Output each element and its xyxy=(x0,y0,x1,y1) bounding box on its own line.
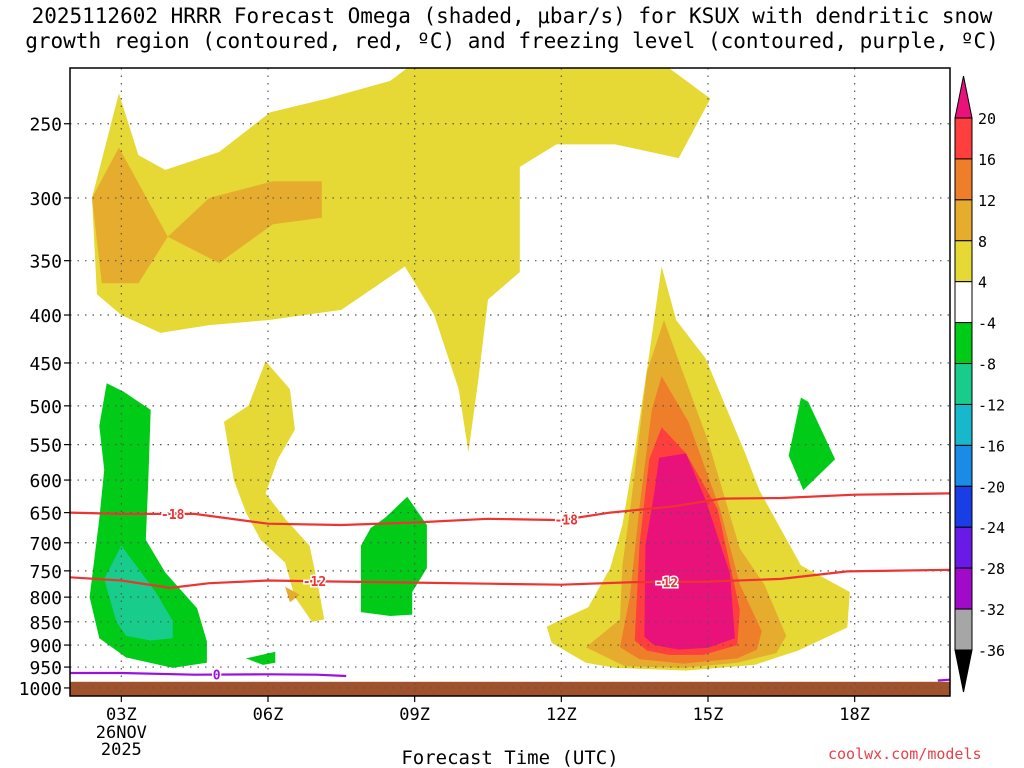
omega-region-0 xyxy=(92,68,711,452)
contour-label--18: -18 xyxy=(161,508,185,523)
y-tick-label-1000: 1000 xyxy=(19,679,62,700)
colorbar-label--24: -24 xyxy=(978,519,1005,537)
colorbar-label--20: -20 xyxy=(978,478,1005,496)
contour-label-0: 0 xyxy=(213,669,221,684)
site-credit: coolwx.com/models xyxy=(828,745,982,763)
colorbar-segment-2 xyxy=(954,199,973,242)
x-tick-label-12Z: 12Z xyxy=(546,705,577,725)
temperature-contours: -18 -18 -12 -12 0 xyxy=(70,492,950,685)
plot-frame xyxy=(69,67,951,697)
x-axis-title: Forecast Time (UTC) xyxy=(401,747,618,768)
y-tick-label-450: 450 xyxy=(29,354,62,375)
contour-label--18: -18 xyxy=(554,513,578,528)
contour-label--12: -12 xyxy=(303,575,326,590)
y-tick-label-850: 850 xyxy=(29,613,62,634)
y-tick-label-750: 750 xyxy=(29,562,62,583)
omega-region-3 xyxy=(92,147,168,284)
x-tick-label-09Z: 09Z xyxy=(399,705,430,725)
y-tick-label-500: 500 xyxy=(29,397,62,418)
omega-region-1 xyxy=(224,361,325,622)
y-tick-label-250: 250 xyxy=(29,115,62,136)
omega-region-9 xyxy=(644,453,735,650)
colorbar-segment-12 xyxy=(954,608,973,651)
colorbar-segment-6 xyxy=(954,363,973,405)
omega-region-5 xyxy=(285,586,300,603)
colorbar-label--8: -8 xyxy=(978,356,996,374)
colorbar-segment-8 xyxy=(954,444,973,487)
omega-region-12 xyxy=(246,651,276,665)
colorbar-segment-9 xyxy=(954,485,973,528)
colorbar-segment-4 xyxy=(954,281,973,324)
y-tick-label-400: 400 xyxy=(29,306,62,327)
y-tick-label-350: 350 xyxy=(29,252,62,273)
colorbar-label--36: -36 xyxy=(978,642,1005,660)
colorbar-label--4: -4 xyxy=(978,315,996,333)
x-tick-label-03Z: 03Z xyxy=(106,705,137,725)
colorbar-segment-3 xyxy=(954,240,973,283)
y-tick-label-550: 550 xyxy=(29,436,62,457)
x-tick-label-15Z: 15Z xyxy=(693,705,724,725)
y-tick-label-600: 600 xyxy=(29,471,62,492)
y-tick-label-650: 650 xyxy=(29,504,62,525)
colorbar-segment-5 xyxy=(954,322,973,365)
freezing-level-contour-2 xyxy=(70,671,347,678)
dendritic-growth-contour-1 xyxy=(70,568,950,590)
ground-fill xyxy=(70,681,950,696)
colorbar-label--28: -28 xyxy=(978,560,1005,578)
colorbar-segment-0 xyxy=(954,117,973,160)
below-ground-layer xyxy=(70,681,950,696)
colorbar-segment-10 xyxy=(954,526,973,569)
y-tick-label-800: 800 xyxy=(29,588,62,609)
colorbar-top-triangle xyxy=(954,75,973,119)
omega-region-4 xyxy=(167,181,322,263)
omega-shaded-regions xyxy=(89,68,850,671)
colorbar-segment-1 xyxy=(954,158,973,201)
x-tick-label-06Z: 06Z xyxy=(253,705,284,725)
omega-region-13 xyxy=(788,397,836,491)
colorbar-segment-11 xyxy=(954,567,973,610)
colorbar-label-16: 16 xyxy=(978,151,996,169)
y-tick-label-300: 300 xyxy=(29,189,62,210)
x-tick-label-18Z: 18Z xyxy=(839,705,870,725)
colorbar-label--16: -16 xyxy=(978,437,1005,455)
omega-region-11 xyxy=(360,496,427,616)
colorbar-label-20: 20 xyxy=(978,110,996,128)
contour-label--12: -12 xyxy=(655,576,678,591)
colorbar: 20 16 12 8 4 -4 -8 -12 -16 -20 -24 -28 -32 -36 xyxy=(954,75,1005,693)
colorbar-label--32: -32 xyxy=(978,601,1005,619)
freezing-level-right-contour-3 xyxy=(937,678,950,682)
dendritic-growth-contour-0 xyxy=(70,492,950,527)
y-tick-label-950: 950 xyxy=(29,658,62,679)
x-tick-sublabel-0: 26NOV xyxy=(96,723,147,743)
x-tick-sublabel-1: 2025 xyxy=(101,740,142,760)
chart-title-line1: 2025112602 HRRR Forecast Omega (shaded, … xyxy=(31,4,993,28)
colorbar-bottom-triangle xyxy=(954,649,973,693)
y-axis: 2503003504004505005506006507007508008509… xyxy=(19,115,70,700)
chart-title: 2025112602 HRRR Forecast Omega (shaded, … xyxy=(0,4,1024,54)
colorbar-label-8: 8 xyxy=(978,233,987,251)
y-tick-label-900: 900 xyxy=(29,636,62,657)
colorbar-label-12: 12 xyxy=(978,192,996,210)
colorbar-label-4: 4 xyxy=(978,274,987,292)
y-tick-label-700: 700 xyxy=(29,534,62,555)
colorbar-segment-7 xyxy=(954,403,973,446)
chart-title-line2: growth region (contoured, red, ºC) and f… xyxy=(25,29,999,53)
colorbar-label--12: -12 xyxy=(978,396,1005,414)
